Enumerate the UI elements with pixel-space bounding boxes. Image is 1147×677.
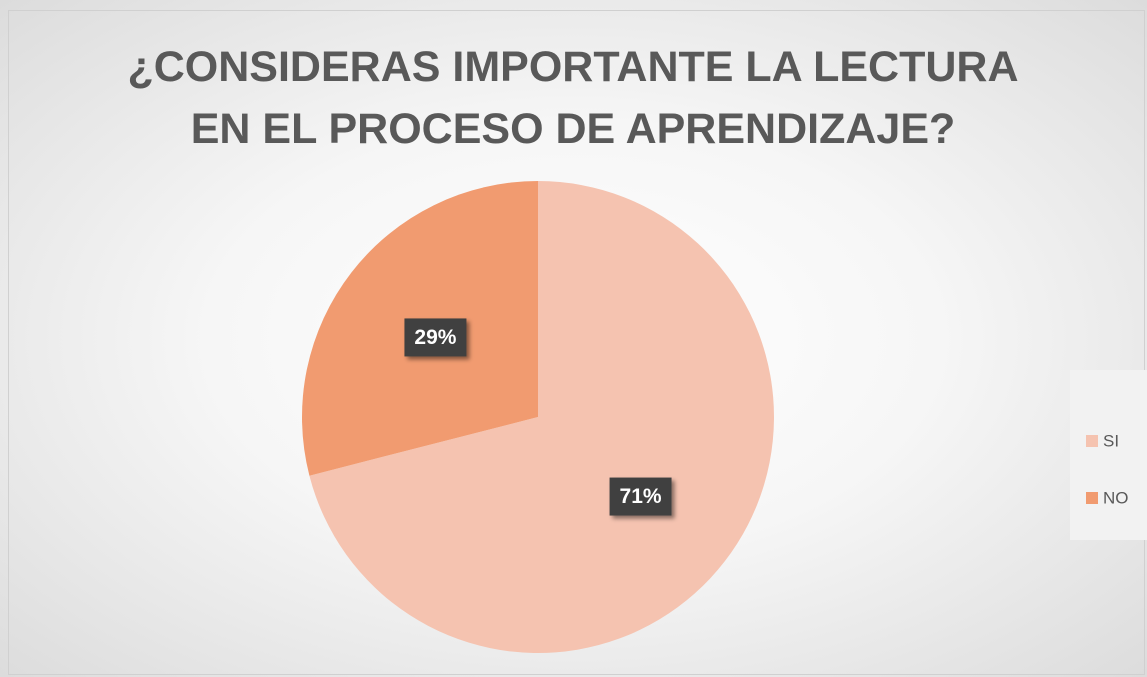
- data-label: 29%: [414, 326, 456, 349]
- legend-swatch: [1086, 492, 1098, 504]
- data-label: 71%: [620, 485, 662, 508]
- legend-label: NO: [1103, 488, 1129, 507]
- legend-box: [1070, 370, 1147, 540]
- data-label-box: [404, 318, 467, 357]
- chart-border: [8, 10, 1145, 675]
- data-label-box: [609, 477, 672, 516]
- legend-label: SI: [1103, 431, 1119, 450]
- legend-swatch: [1086, 435, 1098, 447]
- chart-title: ¿CONSIDERAS IMPORTANTE LA LECTURA EN EL …: [127, 43, 1019, 153]
- pie-slice: [309, 181, 774, 653]
